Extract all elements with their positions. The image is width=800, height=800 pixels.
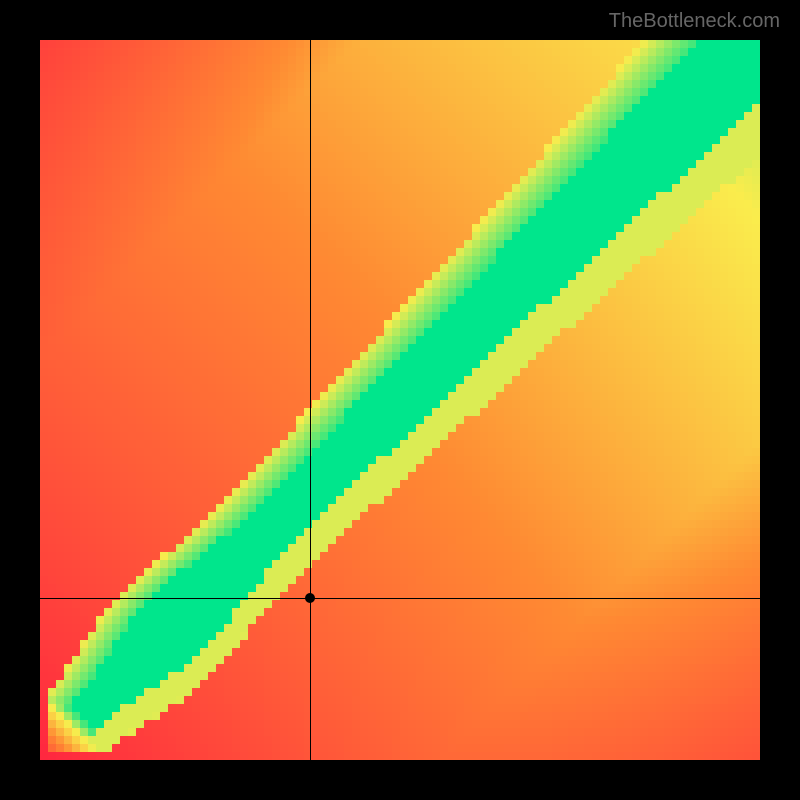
watermark-text: TheBottleneck.com (609, 10, 780, 33)
crosshair-marker (305, 593, 315, 603)
crosshair-horizontal (40, 598, 760, 599)
heatmap-canvas (40, 40, 760, 760)
crosshair-vertical (310, 40, 311, 760)
heatmap-plot (40, 40, 760, 760)
